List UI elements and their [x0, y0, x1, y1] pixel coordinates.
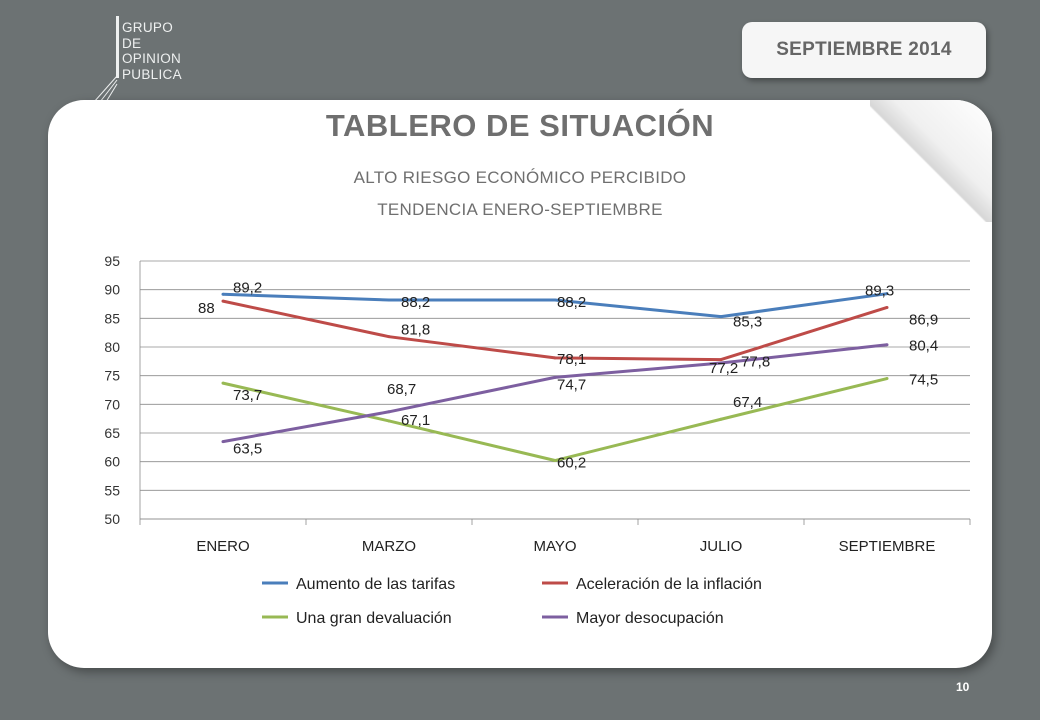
y-tick-label: 55 — [104, 482, 120, 498]
y-tick-label: 85 — [104, 310, 120, 326]
y-tick-label: 50 — [104, 511, 120, 527]
data-point — [387, 298, 391, 302]
slide-subtitle-secondary: TENDENCIA ENERO-SEPTIEMBRE — [377, 200, 663, 219]
data-label: 74,7 — [557, 376, 586, 393]
data-point — [885, 343, 889, 347]
x-tick-label: MAYO — [533, 538, 576, 555]
data-point — [553, 375, 557, 379]
data-label: 80,4 — [909, 338, 938, 355]
data-label: 89,2 — [233, 279, 262, 296]
y-tick-label: 90 — [104, 282, 120, 298]
data-label: 88,2 — [557, 294, 586, 311]
data-label: 88 — [198, 300, 215, 317]
data-point — [719, 361, 723, 365]
data-label: 88,2 — [401, 294, 430, 311]
data-point — [387, 419, 391, 423]
data-label: 81,8 — [401, 322, 430, 339]
data-label: 60,2 — [557, 455, 586, 472]
slide-title: TABLERO DE SITUACIÓN — [325, 108, 715, 143]
series-line — [222, 299, 888, 362]
y-tick-label: 65 — [104, 425, 120, 441]
data-point — [719, 315, 723, 319]
data-label: 63,5 — [233, 441, 262, 458]
data-point — [387, 335, 391, 339]
y-tick-label: 95 — [104, 253, 120, 269]
data-label: 67,1 — [401, 412, 430, 429]
y-tick-label: 75 — [104, 368, 120, 384]
data-label: 78,1 — [557, 351, 586, 368]
legend-label: Mayor desocupación — [576, 610, 724, 627]
data-point — [885, 377, 889, 381]
data-point — [221, 381, 225, 385]
logo-mark — [93, 16, 119, 103]
x-tick-label: ENERO — [196, 538, 249, 555]
data-label: 67,4 — [733, 394, 762, 411]
data-label: 74,5 — [909, 372, 938, 389]
data-point — [387, 410, 391, 414]
data-label: 77,2 — [709, 360, 738, 377]
y-tick-label: 80 — [104, 339, 120, 355]
logo-line: PUBLICA — [122, 66, 182, 82]
x-tick-label: MARZO — [362, 538, 416, 555]
slide-subtitle: ALTO RIESGO ECONÓMICO PERCIBIDO — [353, 168, 687, 187]
logo-line: DE — [122, 35, 142, 51]
data-label: 86,9 — [909, 311, 938, 328]
x-tick-label: SEPTIEMBRE — [839, 538, 936, 555]
data-point — [885, 292, 889, 296]
data-label: 73,7 — [233, 387, 262, 404]
legend-label: Aceleración de la inflación — [576, 576, 762, 593]
logo-line: GRUPO — [122, 20, 174, 35]
series-line — [222, 292, 888, 319]
legend-label: Aumento de las tarifas — [296, 576, 455, 593]
legend-label: Una gran devaluación — [296, 610, 452, 627]
data-label: 89,3 — [865, 283, 894, 300]
data-point — [719, 358, 723, 362]
data-point — [553, 459, 557, 463]
data-point — [553, 298, 557, 302]
series-line — [222, 377, 888, 463]
data-point — [885, 305, 889, 309]
page-number: 10 — [956, 680, 970, 694]
date-badge: SEPTIEMBRE 2014 — [742, 22, 986, 78]
data-point — [221, 299, 225, 303]
y-tick-label: 60 — [104, 454, 120, 470]
data-point — [553, 356, 557, 360]
data-label: 85,3 — [733, 314, 762, 331]
logo: GRUPO DE OPINION PUBLICA — [84, 14, 204, 104]
data-label: 77,8 — [741, 354, 770, 371]
data-label: 68,7 — [387, 381, 416, 398]
x-tick-label: JULIO — [700, 538, 743, 555]
y-tick-label: 70 — [104, 396, 120, 412]
data-point — [221, 292, 225, 296]
logo-line: OPINION — [122, 51, 182, 66]
data-point — [719, 417, 723, 421]
data-point — [221, 440, 225, 444]
